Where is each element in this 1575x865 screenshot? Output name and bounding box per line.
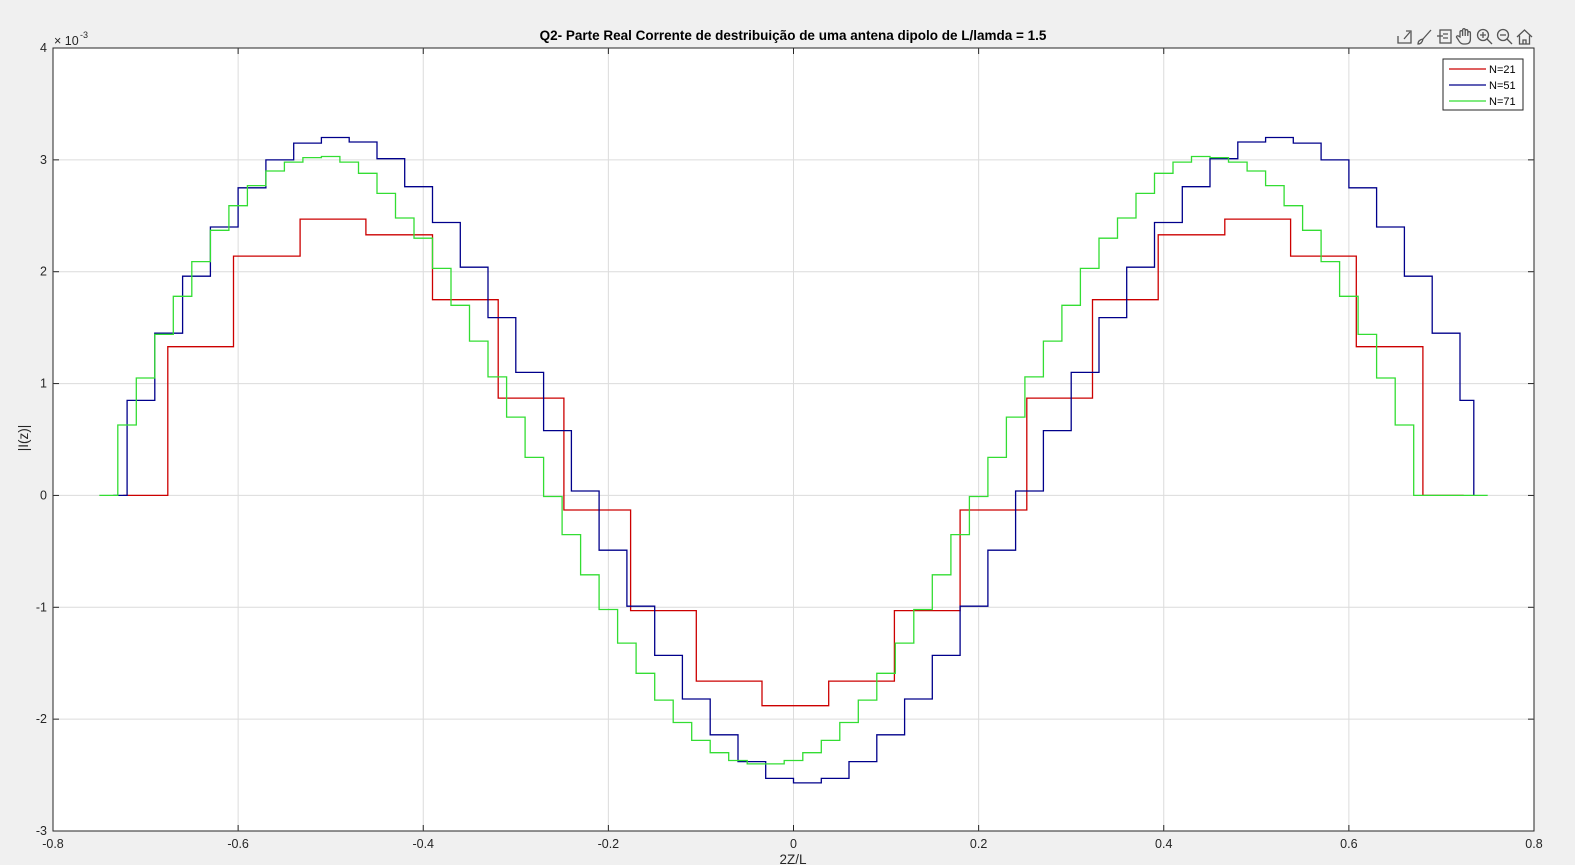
x-tick-label: -0.8 <box>42 837 64 851</box>
x-tick-label: 0.2 <box>970 837 987 851</box>
axis-ticks: -0.8 -0.6 -0.4 -0.2 0 0.2 0.4 0.6 0.8 -3 -2 -1 0 1 2 3 4 <box>36 41 1543 851</box>
x-tick-label: 0.8 <box>1525 837 1542 851</box>
y-exponent-power: -3 <box>80 30 88 40</box>
y-tick-label: -1 <box>36 600 47 614</box>
y-tick-label: 4 <box>40 41 47 55</box>
x-tick-label: -0.4 <box>412 837 434 851</box>
zoom-in-icon[interactable] <box>1476 28 1493 45</box>
datatip-icon[interactable] <box>1436 28 1453 45</box>
y-axis-label: |I(z)| <box>16 425 31 452</box>
y-tick-label: -2 <box>36 712 47 726</box>
series-group <box>99 136 1488 784</box>
legend-entry-2[interactable]: N=71 <box>1449 96 1516 108</box>
x-axis-label: 2Z/L <box>779 852 807 865</box>
x-tick-label: 0 <box>790 837 797 851</box>
legend-label: N=21 <box>1489 64 1516 76</box>
zoom-out-icon[interactable] <box>1496 28 1513 45</box>
legend-entry-0[interactable]: N=21 <box>1449 64 1516 76</box>
series-line-0[interactable] <box>123 218 1464 707</box>
series-line-1[interactable] <box>113 136 1475 784</box>
brush-icon[interactable] <box>1416 28 1433 45</box>
home-icon[interactable] <box>1516 28 1533 45</box>
export-icon[interactable] <box>1396 28 1413 45</box>
legend[interactable]: N=21 N=51 N=71 <box>1442 58 1524 111</box>
y-exponent-label: × 10 -3 <box>54 30 88 48</box>
y-exponent-base: × 10 <box>54 34 79 48</box>
legend-label: N=71 <box>1489 96 1516 108</box>
y-tick-label: 0 <box>40 488 47 502</box>
y-tick-label: -3 <box>36 824 47 838</box>
x-tick-label: -0.6 <box>227 837 249 851</box>
legend-label: N=51 <box>1489 80 1516 92</box>
legend-entry-1[interactable]: N=51 <box>1449 80 1516 92</box>
y-tick-label: 1 <box>40 377 47 391</box>
y-tick-label: 3 <box>40 153 47 167</box>
y-tick-label: 2 <box>40 265 47 279</box>
series-line-2[interactable] <box>99 155 1488 765</box>
x-tick-label: 0.6 <box>1340 837 1357 851</box>
x-tick-label: -0.2 <box>598 837 620 851</box>
pan-icon[interactable] <box>1455 28 1473 45</box>
axes-toolbar <box>1396 28 1533 45</box>
x-tick-label: 0.4 <box>1155 837 1172 851</box>
chart-title: Q2- Parte Real Corrente de destribuição … <box>540 28 1047 43</box>
